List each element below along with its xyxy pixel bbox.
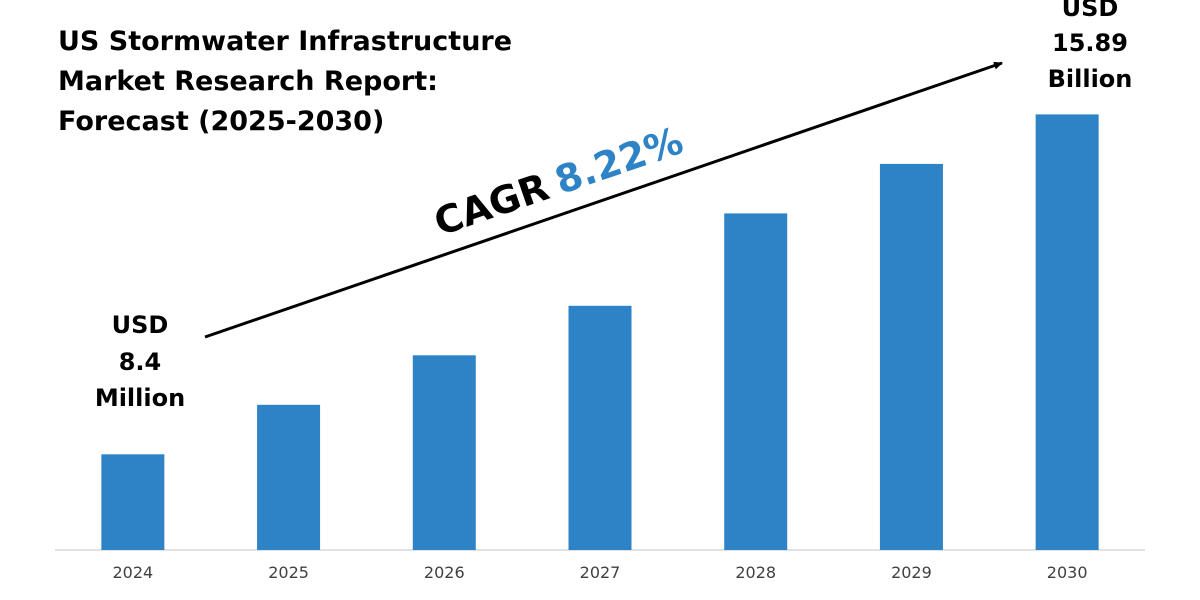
bar-2025 — [257, 404, 321, 550]
chart-title: US Stormwater Infrastructure Market Rese… — [58, 22, 578, 142]
bar-2029 — [879, 163, 943, 550]
x-tick-2027: 2027 — [580, 563, 621, 582]
bar-2028 — [724, 213, 788, 550]
cagr-prefix: CAGR — [429, 165, 555, 245]
bar-2030 — [1035, 114, 1099, 551]
cagr-label: CAGR8.22% — [429, 118, 689, 244]
x-tick-2029: 2029 — [891, 563, 932, 582]
x-tick-2030: 2030 — [1047, 563, 1088, 582]
x-tick-2024: 2024 — [112, 563, 153, 582]
x-tick-2025: 2025 — [268, 563, 309, 582]
start-label-line-3: Million — [95, 384, 185, 412]
x-tick-2026: 2026 — [424, 563, 465, 582]
end-label-line-3: Billion — [1048, 65, 1133, 93]
start-label-line-1: USD — [112, 311, 169, 339]
end-label-line-2: 15.89 — [1052, 29, 1128, 57]
start-label-line-2: 8.4 — [119, 348, 162, 376]
end-value-label: USD 15.89 Billion — [1048, 0, 1133, 93]
x-tick-labels: 2024 2025 2026 2027 2028 2029 2030 — [112, 563, 1087, 582]
bars-group — [101, 114, 1099, 551]
title-line-3: Forecast (2025-2030) — [58, 106, 385, 137]
bar-2026 — [412, 355, 476, 550]
cagr-value: 8.22% — [549, 118, 688, 203]
cagr-arrow — [204, 61, 1003, 339]
x-tick-2028: 2028 — [735, 563, 776, 582]
end-label-line-1: USD — [1062, 0, 1119, 22]
start-value-label: USD 8.4 Million — [95, 311, 185, 412]
bar-2027 — [568, 305, 632, 550]
bar-2024 — [101, 454, 165, 550]
title-line-2: Market Research Report: — [58, 66, 438, 97]
title-line-1: US Stormwater Infrastructure — [58, 26, 513, 57]
